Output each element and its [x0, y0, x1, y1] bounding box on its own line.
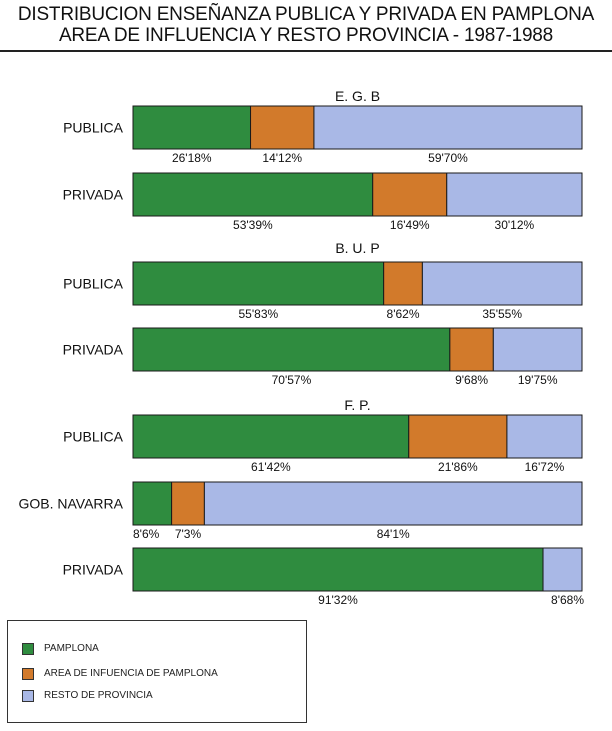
bar-segment-e-g-b-privada-area	[372, 172, 448, 217]
bar-segment-e-g-b-privada-pamplona	[132, 172, 374, 217]
value-label-e-g-b-publica-resto: 59'70%	[428, 151, 468, 165]
bar-label-e-g-b-publica: PUBLICA	[63, 120, 124, 136]
legend-swatch-pamplona	[22, 643, 34, 655]
value-label-f-p-gob-navarra-resto: 84'1%	[377, 527, 410, 541]
value-label-b-u-p-publica-area: 8'62%	[387, 307, 420, 321]
group-title-f-p: F. P.	[344, 397, 370, 413]
bar-segment-f-p-privada-resto	[542, 547, 583, 592]
bar-segment-f-p-publica-pamplona	[132, 414, 410, 459]
title-line-2: AREA DE INFLUENCIA Y RESTO PROVINCIA - 1…	[58, 25, 554, 46]
legend-swatch-area	[22, 668, 34, 680]
value-label-f-p-publica-area: 21'86%	[438, 460, 478, 474]
bar-segment-b-u-p-privada-pamplona	[132, 327, 451, 372]
value-label-e-g-b-privada-area: 16'49%	[390, 218, 430, 232]
value-label-f-p-privada-resto: 8'68%	[551, 593, 584, 607]
legend-swatch-resto	[22, 690, 34, 702]
bar-segment-f-p-gob-navarra-area	[171, 481, 205, 526]
bar-label-b-u-p-publica: PUBLICA	[63, 276, 124, 292]
title-underline	[0, 50, 612, 52]
chart-title: DISTRIBUCION ENSEÑANZA PUBLICA Y PRIVADA…	[0, 4, 612, 46]
bar-label-e-g-b-privada: PRIVADA	[63, 187, 124, 203]
legend-label-resto: RESTO DE PROVINCIA	[44, 690, 153, 701]
bar-segment-e-g-b-publica-pamplona	[132, 105, 252, 150]
value-label-e-g-b-publica-area: 14'12%	[262, 151, 302, 165]
value-label-b-u-p-privada-area: 9'68%	[455, 373, 488, 387]
stacked-bar-chart: E. G. B PUBLICA 26'18% 14'12% 59'70% PRIVADA 5…	[18, 88, 584, 607]
bar-segment-b-u-p-privada-area	[449, 327, 494, 372]
bar-segment-f-p-privada-pamplona	[132, 547, 544, 592]
value-label-b-u-p-publica-resto: 35'55%	[482, 307, 522, 321]
bar-segment-f-p-gob-navarra-resto	[203, 481, 583, 526]
bar-label-f-p-gob-navarra: GOB. NAVARRA	[18, 496, 123, 512]
legend: PAMPLONA AREA DE INFUENCIA DE PAMPLONA R…	[7, 620, 307, 723]
bar-label-f-p-privada: PRIVADA	[63, 562, 124, 578]
value-label-f-p-gob-navarra-area: 7'3%	[175, 527, 202, 541]
bar-segment-b-u-p-privada-resto	[492, 327, 583, 372]
legend-item-pamplona: PAMPLONA	[22, 642, 99, 656]
bar-label-f-p-publica: PUBLICA	[63, 429, 124, 445]
bar-segment-e-g-b-privada-resto	[446, 172, 583, 217]
group-title-b-u-p: B. U. P	[335, 240, 379, 256]
value-label-f-p-publica-resto: 16'72%	[525, 460, 565, 474]
bar-label-b-u-p-privada: PRIVADA	[63, 342, 124, 358]
title-line-1: DISTRIBUCION ENSEÑANZA PUBLICA Y PRIVADA…	[17, 4, 595, 25]
legend-item-area: AREA DE INFUENCIA DE PAMPLONA	[22, 667, 218, 681]
legend-item-resto: RESTO DE PROVINCIA	[22, 689, 153, 703]
bar-segment-b-u-p-publica-resto	[421, 261, 583, 306]
value-label-e-g-b-publica-pamplona: 26'18%	[172, 151, 212, 165]
value-label-b-u-p-privada-pamplona: 70'57%	[272, 373, 312, 387]
value-label-b-u-p-privada-resto: 19'75%	[518, 373, 558, 387]
group-title-e-g-b: E. G. B	[335, 88, 380, 104]
bar-segment-f-p-publica-area	[408, 414, 508, 459]
value-label-e-g-b-privada-resto: 30'12%	[495, 218, 535, 232]
bar-segment-f-p-gob-navarra-pamplona	[132, 481, 173, 526]
value-label-f-p-privada-pamplona: 91'32%	[318, 593, 358, 607]
bar-segment-e-g-b-publica-area	[250, 105, 315, 150]
value-label-f-p-publica-pamplona: 61'42%	[251, 460, 291, 474]
bar-segment-b-u-p-publica-area	[383, 261, 423, 306]
bar-segment-f-p-publica-resto	[506, 414, 583, 459]
value-label-b-u-p-publica-pamplona: 55'83%	[239, 307, 279, 321]
value-label-f-p-gob-navarra-pamplona: 8'6%	[133, 527, 160, 541]
bar-segment-b-u-p-publica-pamplona	[132, 261, 385, 306]
legend-label-pamplona: PAMPLONA	[44, 643, 99, 654]
legend-label-area: AREA DE INFUENCIA DE PAMPLONA	[44, 668, 218, 679]
bar-segment-e-g-b-publica-resto	[313, 105, 583, 150]
value-label-e-g-b-privada-pamplona: 53'39%	[233, 218, 273, 232]
